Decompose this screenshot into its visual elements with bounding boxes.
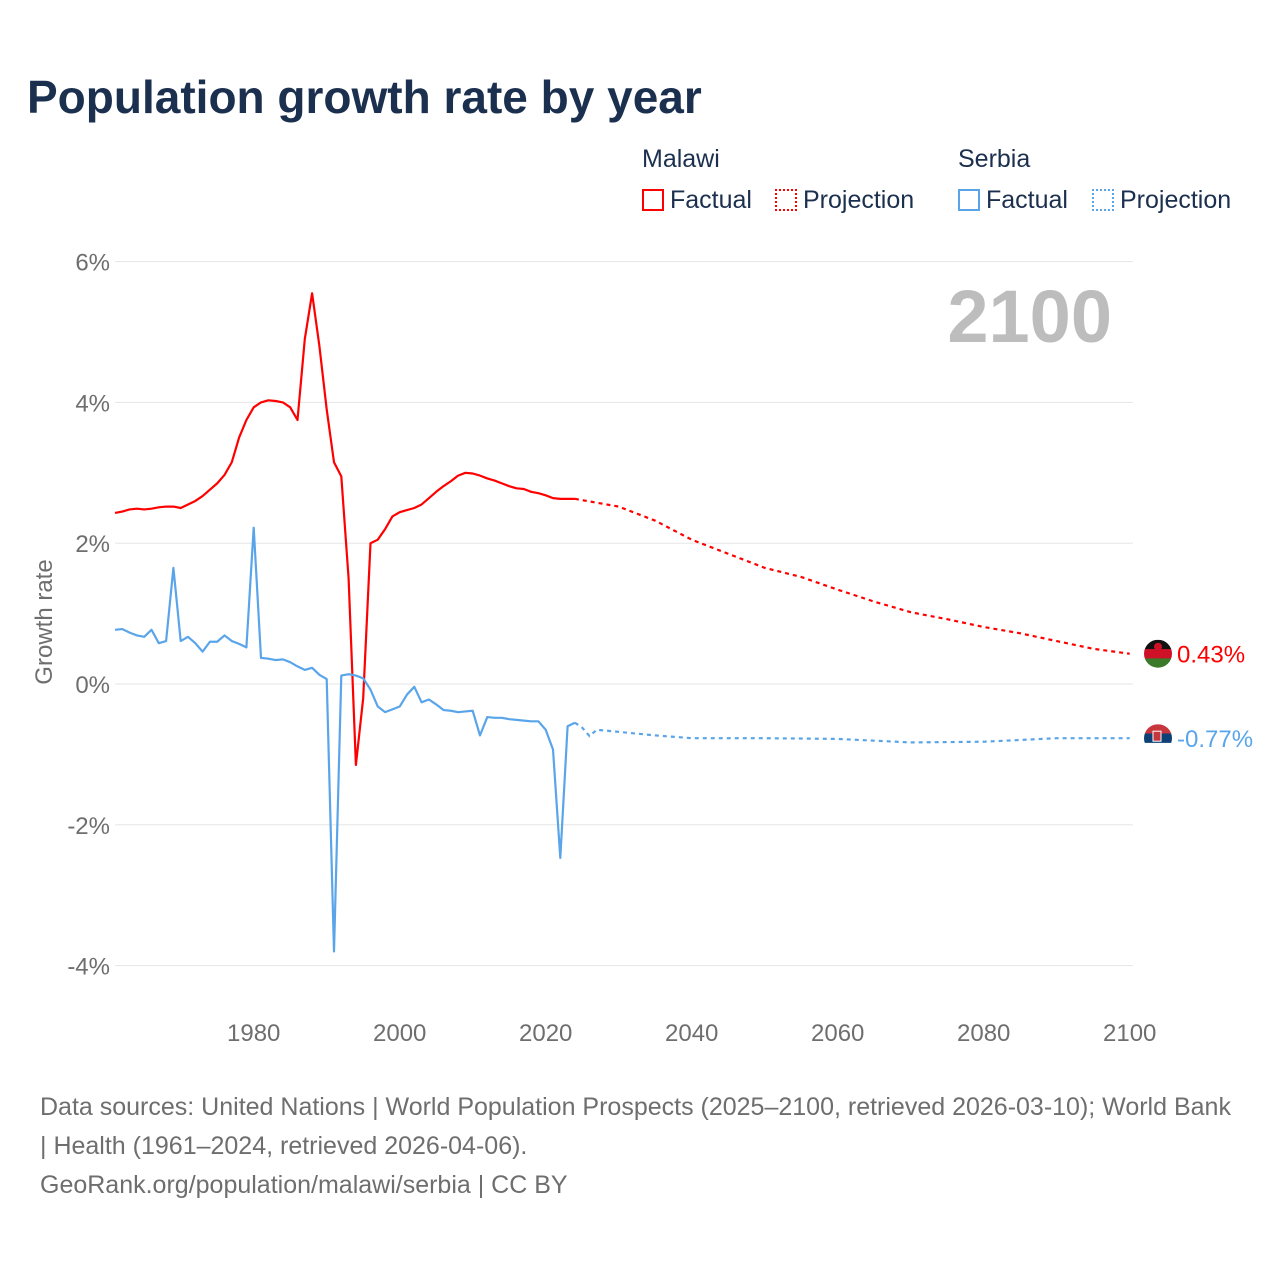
legend-group-malawi: Malawi: [642, 145, 720, 173]
serbia-flag-icon: [1144, 724, 1172, 735]
malawi-flag-icon: [1144, 658, 1172, 668]
footer: Data sources: United Nations | World Pop…: [40, 1088, 1240, 1205]
end-value-label-serbia: -0.77%: [1177, 726, 1253, 753]
y-axis-label: Growth rate: [31, 559, 58, 684]
y-tick-label: -2%: [67, 813, 110, 840]
malawi-flag-sun-icon: [1154, 642, 1162, 651]
y-tick-label: 2%: [75, 531, 110, 558]
legend-swatch: [958, 189, 980, 211]
data-sources: Data sources: United Nations | World Pop…: [40, 1093, 1231, 1160]
chart-title: Population growth rate by year: [27, 71, 702, 123]
x-tick-label: 2000: [373, 1020, 426, 1047]
x-tick-label: 2040: [665, 1020, 718, 1047]
legend-group-serbia: Serbia: [958, 145, 1031, 173]
legend-serbia-projection[interactable]: Projection: [1092, 186, 1231, 215]
year-label: 2100: [947, 275, 1112, 358]
y-tick-label: 0%: [75, 672, 110, 699]
legend-swatch: [775, 189, 797, 211]
credit-link[interactable]: GeoRank.org/population/malawi/serbia | C…: [40, 1171, 568, 1199]
y-tick-label: -4%: [67, 954, 110, 981]
x-tick-label: 2020: [519, 1020, 572, 1047]
x-tick-label: 2100: [1103, 1020, 1156, 1047]
line-serbia-projection: [574, 721, 1130, 744]
legend-serbia-factual[interactable]: Factual: [958, 186, 1068, 215]
legend-swatch: [1092, 189, 1114, 211]
y-tick-label: 4%: [75, 390, 110, 417]
serbia-flag-arms-icon: [1152, 730, 1162, 742]
x-tick-label: 2060: [811, 1020, 864, 1047]
x-tick-label: 2080: [957, 1020, 1010, 1047]
x-tick-label: 1980: [227, 1020, 280, 1047]
line-malawi-factual: [114, 292, 575, 767]
legend-malawi-factual[interactable]: Factual: [642, 186, 752, 215]
line-serbia-factual: [114, 526, 576, 953]
plot-area: 6% 4% 2% 0% -2% -4% 1980 2000 2020 2040 2060 2080 21…: [31, 250, 1253, 1047]
y-tick-label: 6%: [75, 250, 110, 277]
legend-swatch: [642, 189, 664, 211]
malawi-flag-icon: [1144, 649, 1172, 659]
serbia-flag-icon: [1144, 742, 1172, 753]
legend-malawi-projection[interactable]: Projection: [775, 186, 914, 215]
end-value-label-malawi: 0.43%: [1177, 642, 1245, 669]
line-malawi-projection: [574, 497, 1130, 655]
